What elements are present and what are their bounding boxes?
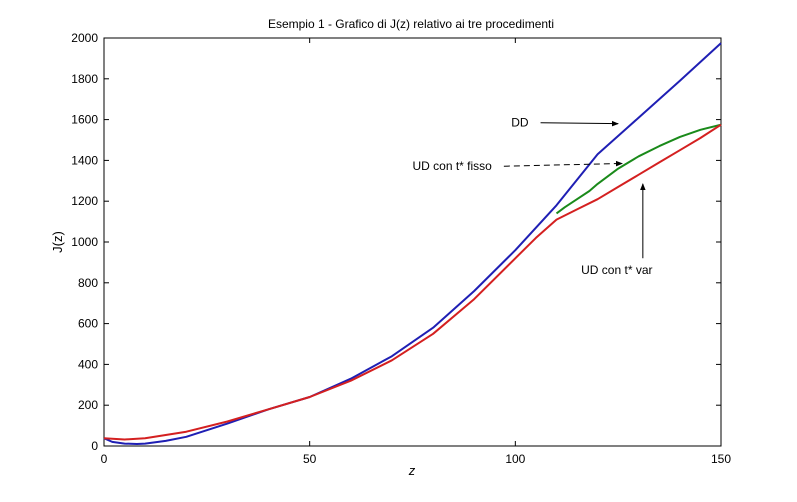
series-line [555,123,722,215]
annotation-arrow [503,160,623,167]
series-line [103,123,722,441]
y-axis-label: J(z) [50,231,65,253]
series-layer [103,42,722,445]
annotation-label: UD con t* fisso [413,159,493,173]
x-tick-label: 0 [101,452,108,466]
y-tick-label: 200 [78,398,98,412]
y-axis: 0 200 400 600 800 1000 1200 1400 1600 1800 2000 [71,31,721,453]
plot-frame [103,37,722,447]
annotation-label: UD con t* var [581,263,652,277]
y-tick-label: 1600 [71,113,98,127]
y-tick-label: 600 [78,317,98,331]
x-tick-label: 100 [505,452,525,466]
y-tick-label: 2000 [71,31,98,45]
y-tick-label: 0 [91,439,98,453]
annotation-layer: DD UD con t* fisso UD con t* var [413,116,653,277]
x-axis: 0 50 100 150 [101,38,731,466]
y-tick-label: 1200 [71,194,98,208]
x-tick-label: 150 [711,452,731,466]
y-tick-label: 1400 [71,153,98,167]
series-line [103,42,722,445]
x-tick-label: 50 [303,452,317,466]
chart-title: Esempio 1 - Grafico di J(z) relativo ai … [268,17,554,31]
y-tick-label: 800 [78,276,98,290]
y-tick-label: 400 [78,357,98,371]
y-tick-label: 1000 [71,235,98,249]
x-axis-label: z [408,463,416,478]
annotation-arrow [540,120,619,127]
annotation-label: DD [511,116,529,130]
y-tick-label: 1800 [71,72,98,86]
